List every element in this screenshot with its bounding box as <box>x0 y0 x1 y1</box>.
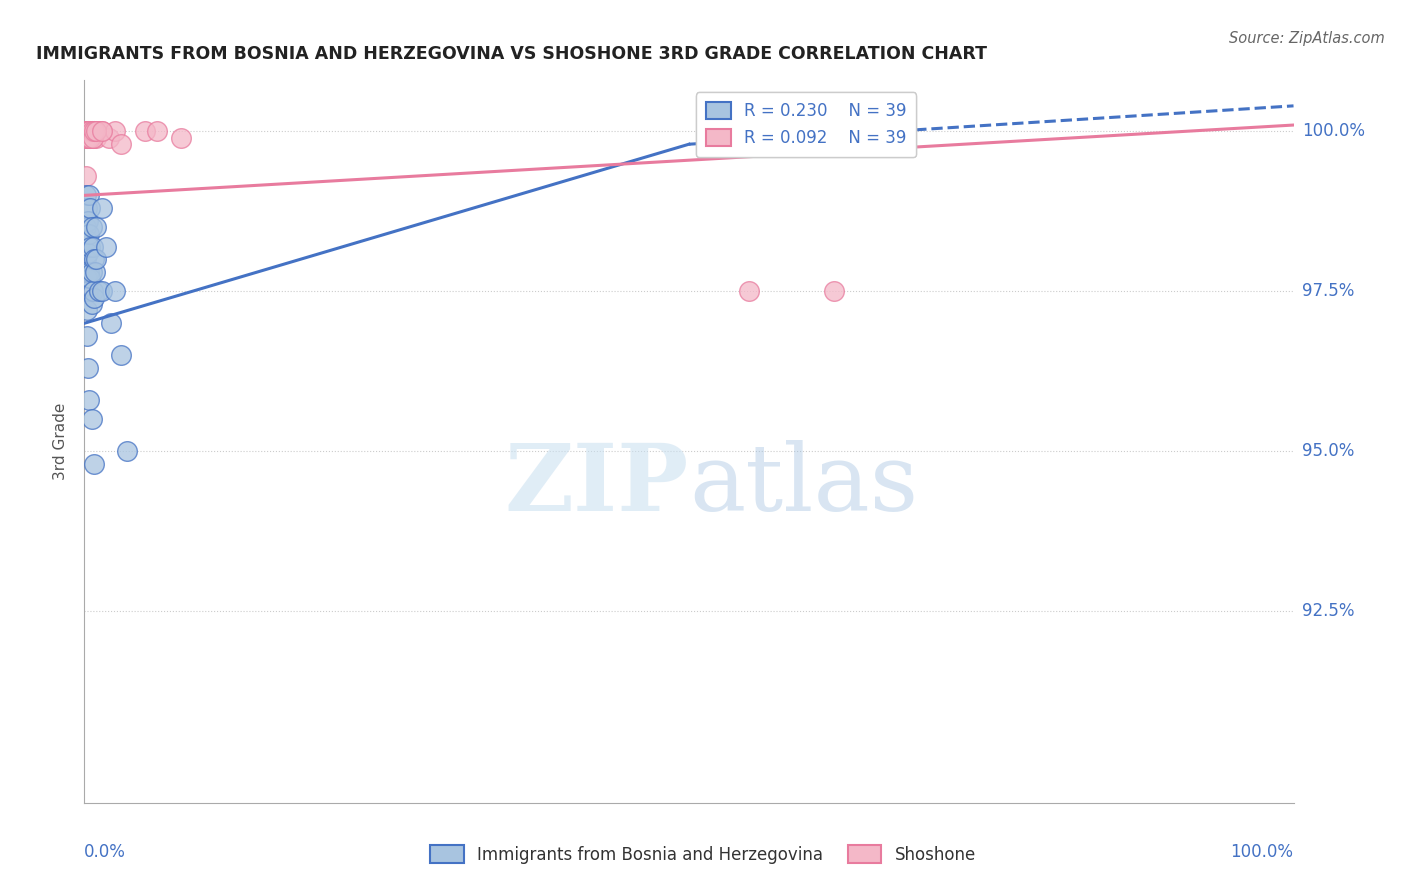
Point <box>76 124 98 138</box>
Point <box>77 361 100 376</box>
Point <box>77 124 100 138</box>
Point <box>82 131 104 145</box>
Text: 100.0%: 100.0% <box>1230 843 1294 861</box>
Point <box>91 201 114 215</box>
Point <box>76 233 98 247</box>
Point <box>79 201 101 215</box>
Point <box>84 265 107 279</box>
Point <box>77 214 100 228</box>
Point <box>91 124 114 138</box>
Point <box>76 124 98 138</box>
Point <box>77 124 100 138</box>
Point <box>110 348 132 362</box>
Point <box>91 285 114 299</box>
Point <box>75 252 97 267</box>
Point <box>83 457 105 471</box>
Text: 95.0%: 95.0% <box>1302 442 1354 460</box>
Point <box>87 124 110 138</box>
Point <box>75 124 97 138</box>
Point <box>100 316 122 330</box>
Point <box>77 265 100 279</box>
Point <box>75 124 97 138</box>
Point <box>104 124 127 138</box>
Point <box>83 124 105 138</box>
Text: IMMIGRANTS FROM BOSNIA AND HERZEGOVINA VS SHOSHONE 3RD GRADE CORRELATION CHART: IMMIGRANTS FROM BOSNIA AND HERZEGOVINA V… <box>37 45 987 63</box>
Text: Source: ZipAtlas.com: Source: ZipAtlas.com <box>1229 31 1385 46</box>
Legend: Immigrants from Bosnia and Herzegovina, Shoshone: Immigrants from Bosnia and Herzegovina, … <box>423 838 983 871</box>
Point <box>80 265 103 279</box>
Point <box>76 303 98 318</box>
Y-axis label: 3rd Grade: 3rd Grade <box>53 403 69 480</box>
Point <box>170 131 193 145</box>
Point <box>104 285 127 299</box>
Point <box>80 297 103 311</box>
Point <box>110 137 132 152</box>
Point <box>134 124 156 138</box>
Text: 100.0%: 100.0% <box>1302 122 1365 140</box>
Point <box>77 131 100 145</box>
Point <box>86 252 108 267</box>
Legend: R = 0.230    N = 39, R = 0.092    N = 39: R = 0.230 N = 39, R = 0.092 N = 39 <box>696 92 917 157</box>
Point <box>76 329 98 343</box>
Point <box>80 220 103 235</box>
Point <box>86 131 108 145</box>
Point <box>82 285 104 299</box>
Point <box>80 124 103 138</box>
Point <box>82 131 104 145</box>
Point <box>87 285 110 299</box>
Point <box>75 285 97 299</box>
Point <box>79 131 101 145</box>
Text: 0.0%: 0.0% <box>84 843 127 861</box>
Point <box>823 285 845 299</box>
Point <box>75 220 97 235</box>
Point <box>83 124 105 138</box>
Point <box>79 131 101 145</box>
Point <box>77 246 100 260</box>
Point <box>76 131 98 145</box>
Point <box>738 285 761 299</box>
Point <box>79 271 101 285</box>
Point <box>94 239 117 253</box>
Point <box>77 227 100 241</box>
Point <box>77 124 100 138</box>
Point <box>77 188 100 202</box>
Point <box>115 444 138 458</box>
Point <box>76 201 98 215</box>
Point <box>77 124 100 138</box>
Point <box>83 291 105 305</box>
Point <box>76 271 98 285</box>
Point <box>75 131 97 145</box>
Point <box>86 220 108 235</box>
Point <box>80 412 103 426</box>
Point <box>75 188 97 202</box>
Point <box>77 285 100 299</box>
Point <box>77 131 100 145</box>
Point <box>79 124 101 138</box>
Text: ZIP: ZIP <box>505 440 689 530</box>
Text: atlas: atlas <box>689 440 918 530</box>
Point <box>76 131 98 145</box>
Point <box>80 124 103 138</box>
Point <box>82 239 104 253</box>
Point <box>91 124 114 138</box>
Point <box>79 239 101 253</box>
Point <box>83 124 105 138</box>
Point <box>146 124 169 138</box>
Text: 97.5%: 97.5% <box>1302 282 1354 301</box>
Point <box>77 124 100 138</box>
Point <box>83 252 105 267</box>
Point <box>77 392 100 407</box>
Point <box>75 169 97 184</box>
Point <box>86 124 108 138</box>
Point <box>97 131 120 145</box>
Text: 92.5%: 92.5% <box>1302 602 1354 620</box>
